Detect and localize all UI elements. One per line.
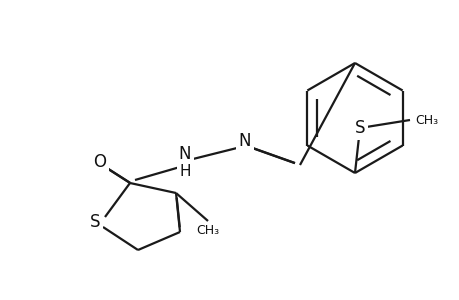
Text: S: S [354,119,364,137]
Text: H: H [179,164,190,179]
Text: N: N [179,145,191,163]
Text: CH₃: CH₃ [196,224,219,237]
Text: CH₃: CH₃ [414,113,437,127]
Text: S: S [90,213,100,231]
Text: O: O [93,153,106,171]
Text: N: N [238,132,251,150]
